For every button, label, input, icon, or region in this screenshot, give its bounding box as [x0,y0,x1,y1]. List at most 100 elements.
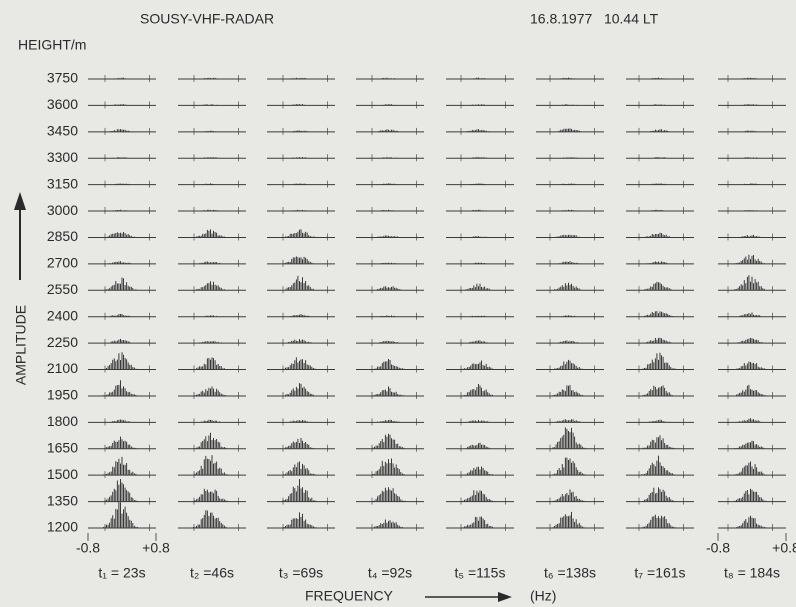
y-tick-label: 3600 [47,96,78,112]
spectrum [626,435,694,450]
x-tick-label: +0.8 [142,540,170,556]
spectrum [718,234,786,238]
spectrum [626,77,694,80]
spectrum [536,427,604,450]
spectrum [267,461,335,476]
y-tick-label: 2700 [47,255,78,271]
spectrum [88,479,156,503]
spectrum [718,361,786,371]
spectrum [88,104,156,106]
spectrum [178,432,246,450]
spectrum [356,129,424,133]
series-label: t₅ =115s [455,565,506,581]
spectrum [718,210,786,212]
spectrum [356,262,424,265]
spectrum [536,457,604,476]
series-label: t₂ =46s [190,565,234,581]
y-tick-label: 2250 [47,334,78,350]
spectrum [446,283,514,291]
spectrum [267,479,335,503]
y-tick-label: 1200 [47,519,78,535]
spectrum [446,420,514,423]
spectrum [626,129,694,133]
spectrum [267,357,335,371]
spectrum [626,261,694,265]
spectrum [626,232,694,238]
y-tick-label: 1950 [47,387,78,403]
spectrum [718,312,786,318]
spectrum [88,419,156,423]
spectrum [178,229,246,238]
spectrum [178,281,246,291]
spectrum [267,157,335,159]
spectrum [88,501,156,529]
spectrum [626,157,694,159]
spectrum [626,311,694,318]
spectrum [718,337,786,344]
y-tick-label: 2550 [47,281,78,297]
spectrum [178,261,246,265]
spectrum [88,157,156,159]
spectrum [267,183,335,186]
spectrum [267,256,335,265]
spectrum [356,433,424,450]
spectrum [178,386,246,397]
spectrum [356,386,424,397]
spectrum [536,489,604,503]
spectrum [178,157,246,159]
spectrum [88,380,156,397]
spectrum [536,385,604,397]
spectrum [178,130,246,133]
spectrum [178,510,246,529]
spectrum [356,419,424,423]
spectrum [267,130,335,133]
spectrum [718,418,786,423]
spectrum [626,419,694,423]
spectrum [267,229,335,238]
series-label: t₁ = 23s [98,565,145,581]
spectrum [267,420,335,423]
spectrum [356,340,424,344]
spectrum [536,315,604,318]
spectrum [178,488,246,503]
spectrum [267,209,335,212]
spectrum [356,519,424,529]
spectrum [88,77,156,80]
y-tick-label: 3450 [47,123,78,139]
spectrum [88,261,156,265]
spectrum [178,315,246,318]
spectrum [718,275,786,291]
spectrum [178,357,246,371]
spectrum [626,385,694,397]
y-tick-label: 1650 [47,439,78,455]
spectrum [718,488,786,503]
spectrum [446,490,514,503]
spectrum [536,77,604,80]
spectrum [626,487,694,503]
spectrum [626,183,694,186]
x-tick-label: +0.8 [772,540,796,556]
amplitude-arrowhead [14,192,26,210]
spectrum [267,383,335,397]
spectrum [356,458,424,476]
y-tick-label: 1350 [47,492,78,508]
spectrum [536,234,604,238]
spectrum [178,183,246,186]
spectrum [718,104,786,106]
spectrum [356,286,424,291]
spectrum [536,209,604,212]
spectrum [626,514,694,529]
spectrum [356,487,424,503]
spectrum [446,442,514,450]
spectrum [88,338,156,344]
spectrum [178,455,246,476]
spectrum [356,209,424,212]
spectrum [178,104,246,106]
spectrum [356,156,424,159]
spectrum [446,209,514,212]
spectrum [536,359,604,371]
spectrum [178,419,246,423]
spectrum [536,157,604,159]
